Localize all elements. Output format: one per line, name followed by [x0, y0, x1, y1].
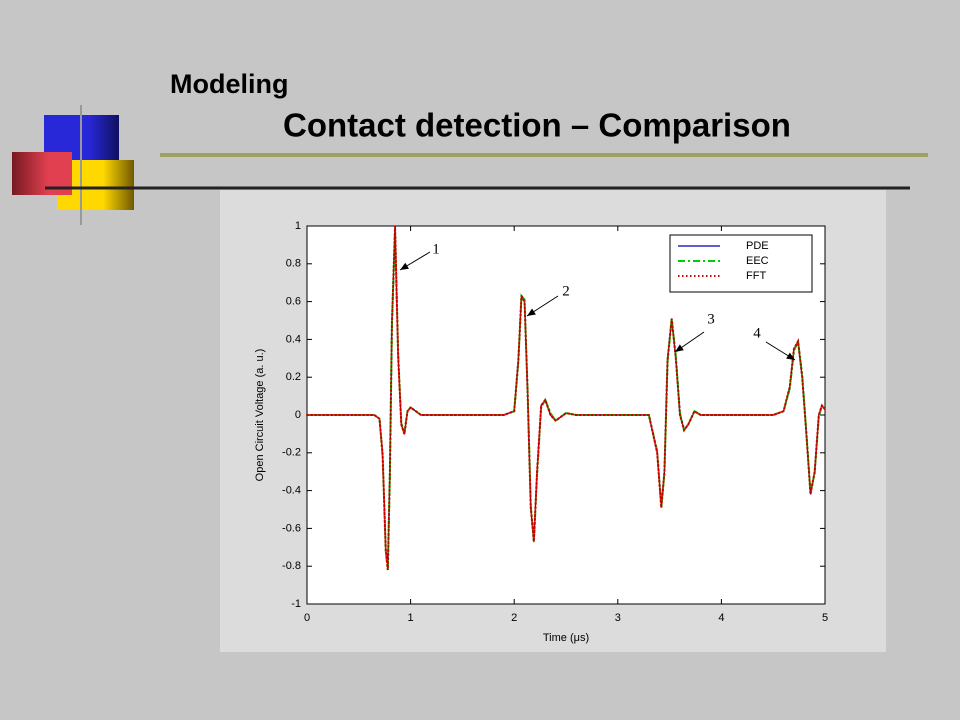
y-tick-label: 0.2: [286, 371, 301, 383]
x-tick-label: 2: [511, 612, 517, 624]
x-axis-label: Time (μs): [543, 632, 589, 644]
legend-label: EEC: [746, 255, 769, 267]
x-tick-label: 4: [718, 612, 724, 624]
arrow-head: [675, 344, 684, 352]
series-line: [306, 225, 826, 571]
y-tick-label: -1: [291, 598, 301, 610]
y-tick-label: -0.4: [282, 485, 301, 497]
annotation: 3: [707, 311, 715, 327]
y-axis-label: Open Circuit Voltage (a. u.): [254, 349, 266, 482]
y-tick-label: 0: [295, 409, 301, 421]
annotation: 2: [562, 283, 570, 299]
slide-subtitle: Contact detection – Comparison: [283, 107, 791, 144]
annotation: 1: [432, 241, 440, 257]
legend-label: FFT: [746, 270, 766, 282]
y-tick-label: 0.4: [286, 333, 301, 345]
y-tick-label: 0.6: [286, 296, 301, 308]
plot: -1 -0.8 -0.6 -0.4 -0.2 0 0.2 0.4 0.6 0.8 1 0 1 2 3 4 5 PD…: [282, 220, 828, 624]
legend-box: [669, 234, 813, 293]
legend-label: PDE: [746, 240, 769, 252]
arrow-head: [527, 308, 536, 316]
annotation: 4: [753, 325, 761, 341]
x-tick-label: 0: [304, 612, 310, 624]
y-tick-label: -0.2: [282, 447, 301, 459]
x-tick-label: 1: [408, 612, 414, 624]
y-tick-label: 0.8: [286, 258, 301, 270]
y-tick-label: -0.8: [282, 560, 301, 572]
x-tick-label: 5: [822, 612, 828, 624]
arrow-head: [786, 352, 795, 360]
x-tick-label: 3: [615, 612, 621, 624]
y-tick-label: 1: [295, 220, 301, 232]
slide-title: Modeling: [170, 69, 288, 99]
arrow-head: [400, 262, 409, 270]
y-tick-label: -0.6: [282, 522, 301, 534]
